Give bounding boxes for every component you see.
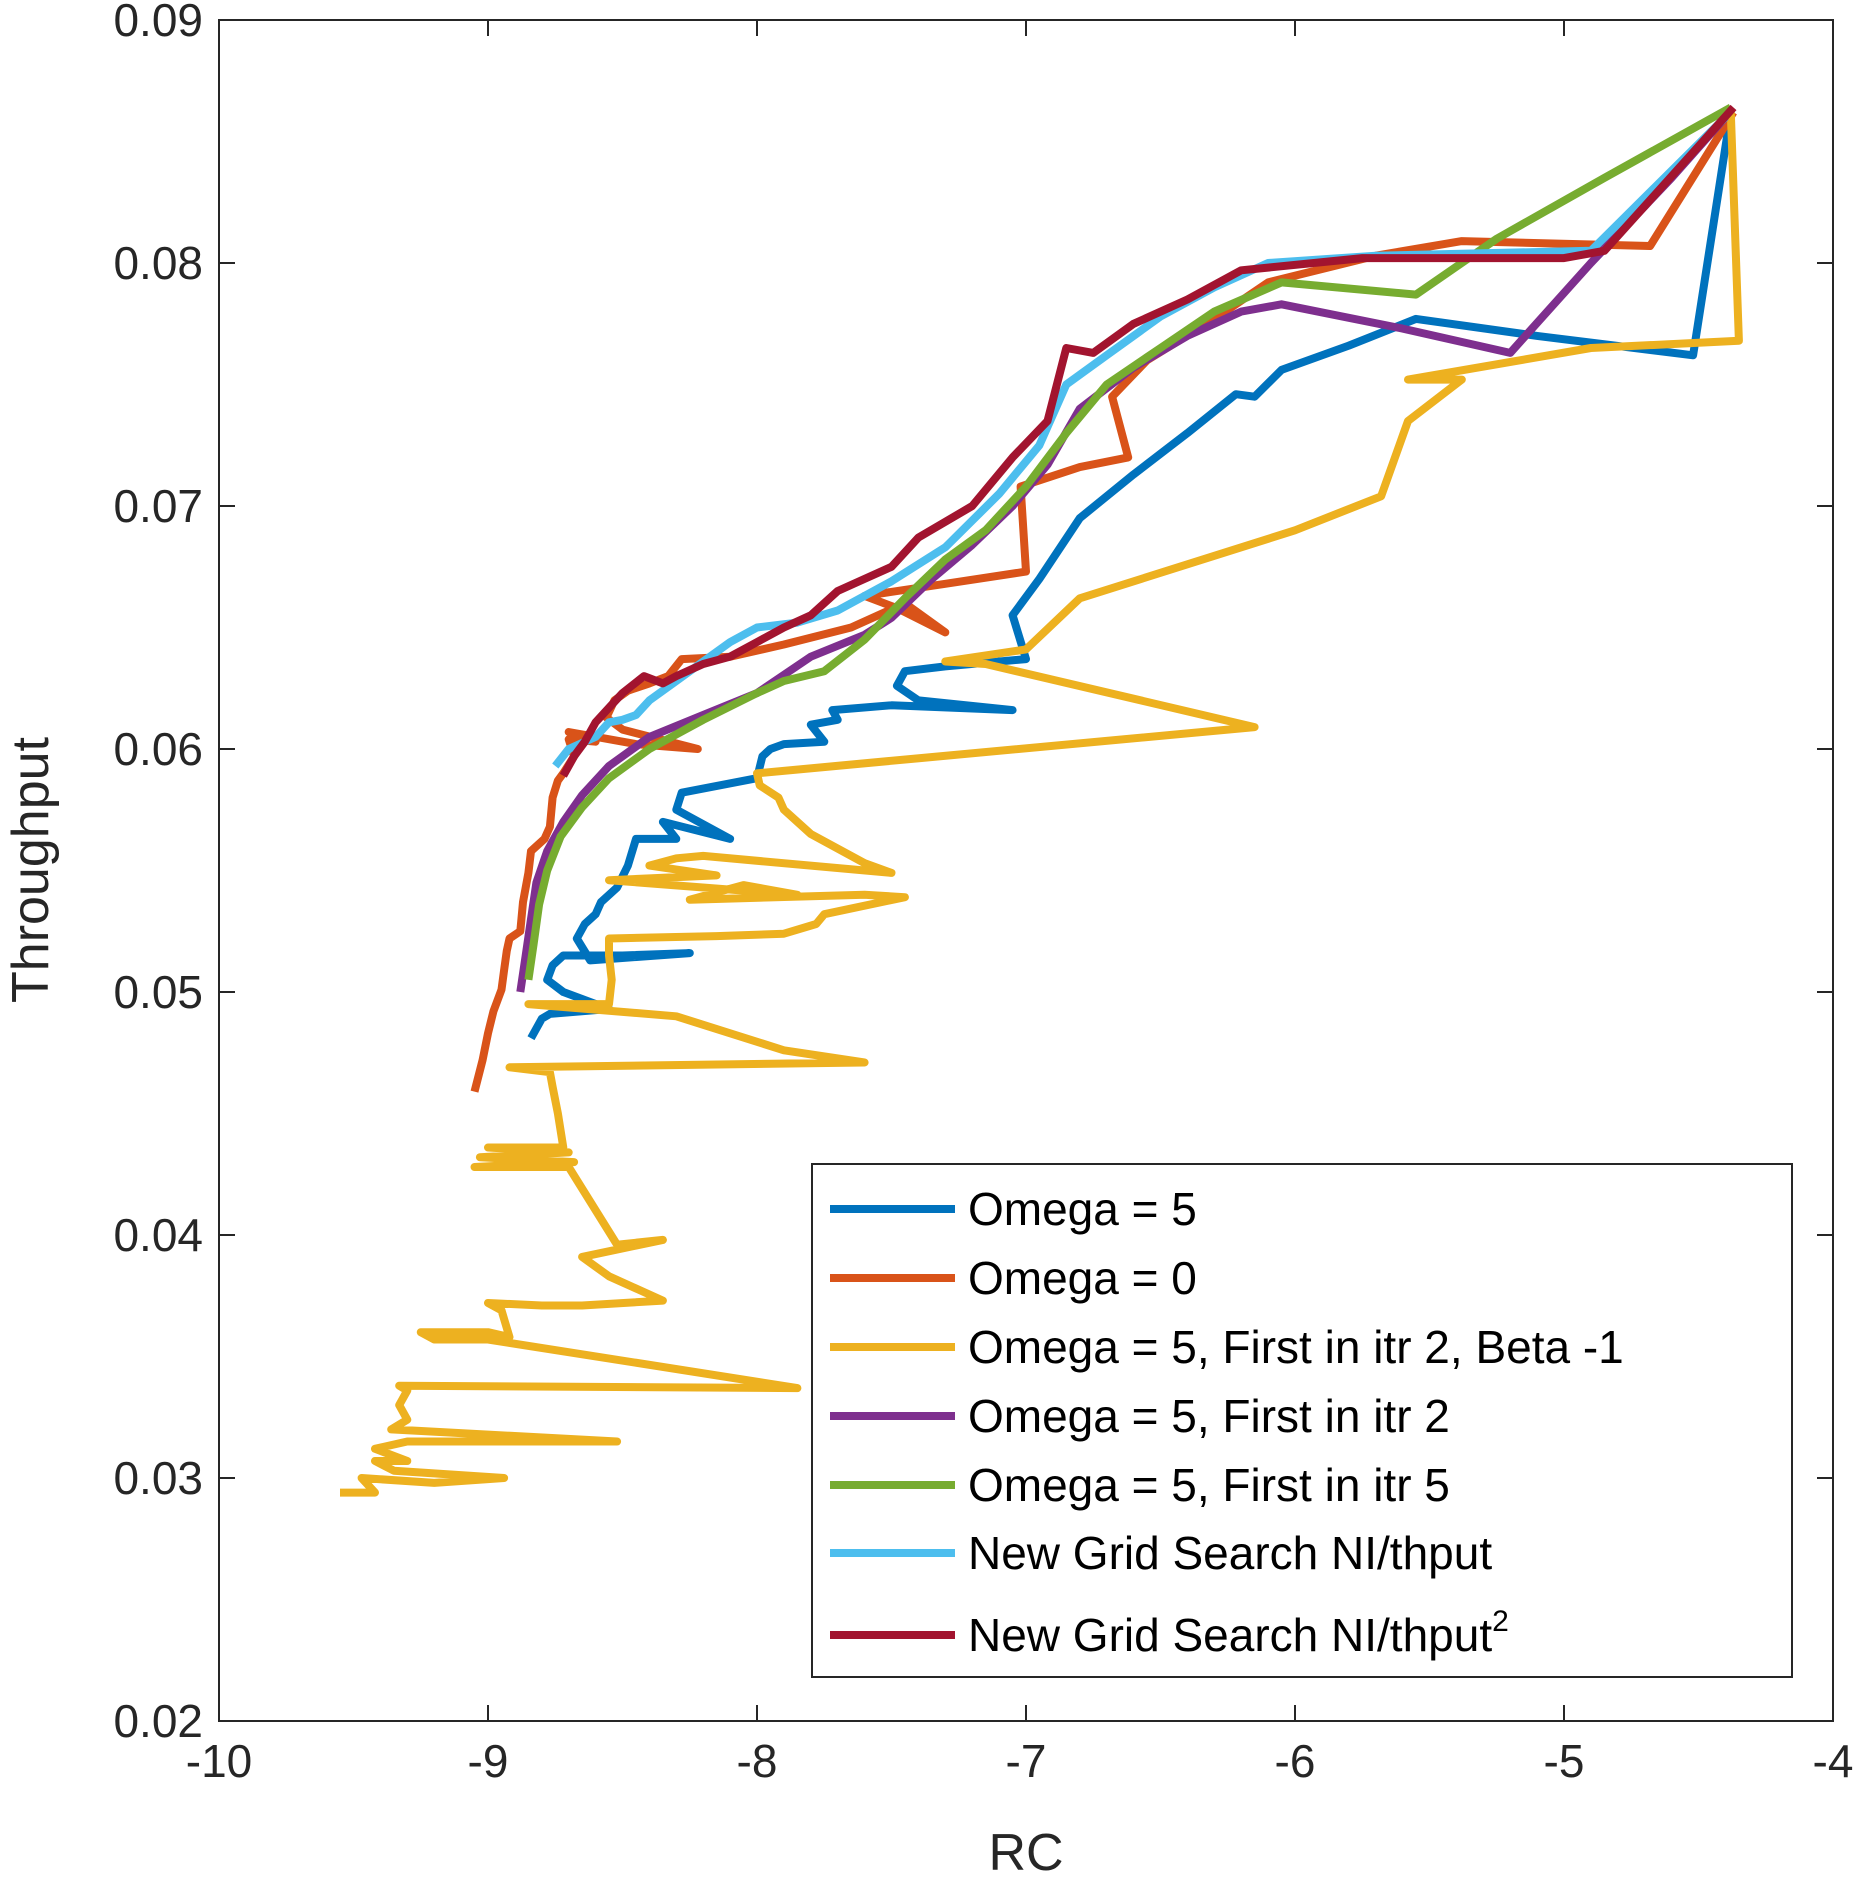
legend-superscript: 2 [1492, 1605, 1509, 1638]
y-tick-label: 0.06 [113, 723, 203, 775]
y-tick-label: 0.02 [113, 1695, 203, 1747]
legend-label: Omega = 5 [968, 1183, 1197, 1235]
legend-label: Omega = 5, First in itr 2, Beta -1 [968, 1321, 1624, 1373]
series-line-3 [340, 112, 1743, 1497]
series-line-4 [516, 114, 1729, 993]
series-layer [340, 104, 1743, 1497]
y-tick-label: 0.04 [113, 1209, 203, 1261]
legend: Omega = 5 Omega = 0 Omega = 5, First in it… [811, 1163, 1793, 1678]
legend-label: New Grid Search NI/thput [968, 1527, 1492, 1579]
y-axis-title: Throughput [2, 736, 60, 1003]
y-tick-label: 0.07 [113, 480, 203, 532]
x-tick-label: -7 [1006, 1735, 1047, 1787]
x-tick-label: -6 [1275, 1735, 1316, 1787]
legend-label: Omega = 5, First in itr 5 [968, 1459, 1450, 1511]
x-tick-label: -10 [186, 1735, 252, 1787]
x-tick-label: -9 [468, 1735, 509, 1787]
x-axis-title: RC [988, 1824, 1063, 1882]
axes-layer: -10 -9 -8 -7 -6 -5 -4 0.02 0.03 0.04 0.05 0.06 0.07 0… [113, 0, 1853, 1787]
series-line-1 [527, 111, 1735, 1041]
y-tick-label: 0.03 [113, 1452, 203, 1504]
series-line-5 [524, 104, 1733, 981]
y-tick-label: 0.08 [113, 237, 203, 289]
series-line-7 [559, 104, 1737, 778]
y-tick-label: 0.05 [113, 966, 203, 1018]
legend-label: Omega = 5, First in itr 2 [968, 1390, 1450, 1442]
legend-label: New Grid Search NI/thput2 [968, 1605, 1509, 1661]
y-tick-label: 0.09 [113, 0, 203, 46]
x-tick-label: -5 [1544, 1735, 1585, 1787]
legend-box [811, 1163, 1793, 1678]
x-tick-label: -4 [1813, 1735, 1854, 1787]
x-tick-label: -8 [737, 1735, 778, 1787]
legend-label: Omega = 0 [968, 1252, 1197, 1304]
